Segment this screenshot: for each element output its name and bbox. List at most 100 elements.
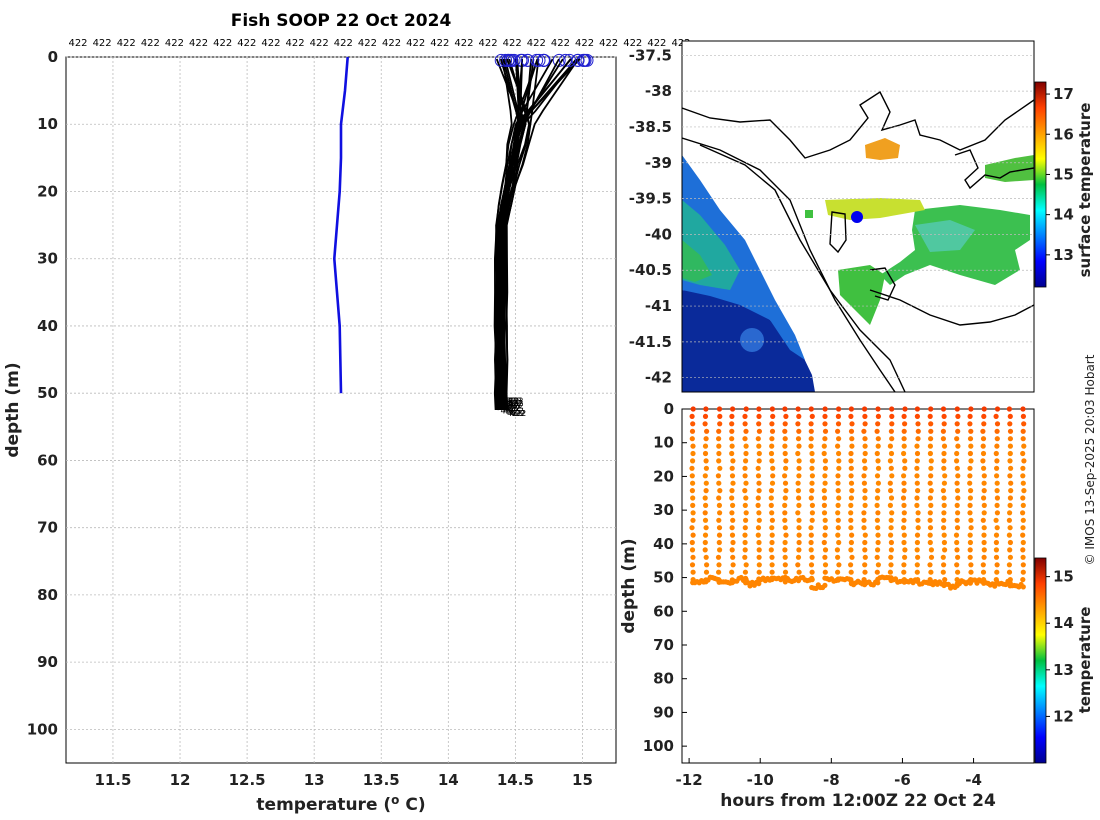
timeseries-point bbox=[1007, 539, 1014, 546]
timeseries-point bbox=[928, 406, 934, 412]
timeseries-point bbox=[1020, 547, 1026, 553]
timeseries-point bbox=[702, 539, 708, 546]
sst-colorbar-tick-label: 13 bbox=[1053, 246, 1074, 264]
timeseries-point bbox=[730, 502, 736, 508]
timeseries-panel: -12 -10 -8 -6 -4 0 10 20 30 40 50 60 70 80 90 100 hour… bbox=[619, 400, 1094, 811]
timeseries-point bbox=[901, 532, 907, 538]
timeseries-point bbox=[769, 525, 775, 531]
timeseries-point bbox=[955, 510, 961, 516]
timeseries-point bbox=[927, 577, 933, 583]
timeseries-point bbox=[1021, 488, 1027, 494]
timeseries-point bbox=[941, 480, 948, 486]
profile-line bbox=[505, 58, 540, 411]
timeseries-point bbox=[888, 488, 894, 494]
timeseries-point bbox=[809, 554, 815, 560]
profile-end-label: 422 bbox=[508, 406, 523, 415]
timeseries-point bbox=[954, 488, 961, 494]
profile-lines: 4224224224224224224224224224224224224224… bbox=[493, 53, 594, 418]
timeseries-point bbox=[954, 421, 960, 427]
timeseries-point bbox=[822, 547, 829, 553]
timeseries-point bbox=[900, 495, 907, 501]
timeseries-point bbox=[874, 428, 880, 434]
timeseries-point bbox=[901, 413, 907, 419]
timeseries-point bbox=[915, 436, 921, 442]
timeseries-point bbox=[980, 428, 986, 434]
timeseries-point bbox=[889, 473, 895, 479]
timeseries-point bbox=[927, 495, 934, 501]
timeseries-point bbox=[1020, 532, 1026, 538]
profile-end-label: 422 bbox=[505, 404, 520, 413]
temp-colorbar-tick-label: 15 bbox=[1053, 568, 1074, 586]
timeseries-point bbox=[927, 539, 933, 546]
timeseries-point bbox=[1020, 577, 1026, 583]
timeseries-point bbox=[994, 495, 1001, 501]
timeseries-point bbox=[875, 413, 882, 419]
profile-end-label: 422 bbox=[506, 399, 521, 408]
timeseries-point bbox=[729, 532, 736, 538]
timeseries-point bbox=[730, 554, 736, 560]
timeseries-point bbox=[994, 443, 1000, 449]
profile-surface-marker bbox=[563, 53, 577, 67]
timeseries-point bbox=[730, 539, 736, 546]
sst-colorbar-ticks: 13 14 15 16 17 bbox=[1046, 85, 1074, 264]
timeseries-point bbox=[769, 428, 776, 434]
timeseries-point bbox=[716, 495, 722, 501]
timeseries-point bbox=[941, 532, 947, 538]
timeseries-point bbox=[994, 421, 1001, 427]
timeseries-point bbox=[980, 562, 986, 568]
timeseries-point bbox=[782, 547, 788, 553]
profile-end-label: 422 bbox=[503, 401, 518, 410]
timeseries-point bbox=[783, 465, 789, 471]
timeseries-point bbox=[981, 532, 987, 538]
timeseries-point bbox=[967, 510, 973, 516]
timeseries-point bbox=[862, 421, 868, 427]
timeseries-point bbox=[716, 539, 722, 546]
profile-top-label: 422 bbox=[165, 38, 184, 49]
timeseries-point bbox=[954, 525, 961, 531]
timeseries-point bbox=[875, 580, 881, 586]
timeseries-point bbox=[914, 443, 920, 449]
timeseries-point bbox=[967, 436, 974, 442]
temp-colorbar-tick-label: 13 bbox=[1053, 661, 1074, 679]
timeseries-point bbox=[809, 488, 815, 494]
timeseries-point bbox=[848, 547, 854, 553]
timeseries-point bbox=[968, 406, 974, 412]
timeseries-point bbox=[875, 421, 881, 427]
timeseries-point bbox=[940, 428, 947, 434]
timeseries-point bbox=[782, 525, 788, 531]
timeseries-point bbox=[901, 443, 907, 449]
timeseries-point bbox=[940, 569, 946, 575]
timeseries-point bbox=[981, 525, 987, 531]
timeseries-point bbox=[689, 488, 696, 494]
timeseries-point bbox=[875, 436, 881, 442]
timeseries-point bbox=[756, 488, 762, 494]
timeseries-point bbox=[1020, 562, 1026, 568]
timeseries-point bbox=[968, 458, 974, 464]
timeseries-point bbox=[954, 577, 960, 583]
timeseries-point bbox=[769, 562, 775, 568]
timeseries-point bbox=[980, 450, 987, 457]
timeseries-point bbox=[927, 525, 934, 531]
timeseries-point bbox=[796, 532, 802, 538]
timeseries-point bbox=[730, 480, 736, 486]
timeseries-point bbox=[848, 569, 854, 575]
timeseries-point bbox=[915, 510, 921, 516]
profile-end-label: 422 bbox=[504, 401, 519, 410]
sst-colorbar-label: surface temperature bbox=[1076, 103, 1094, 278]
timeseries-point bbox=[755, 465, 761, 471]
timeseries-point bbox=[743, 428, 749, 434]
timeseries-point bbox=[729, 413, 735, 419]
sst-green-patch-ne bbox=[985, 155, 1034, 182]
timeseries-point bbox=[769, 510, 775, 516]
timeseries-point bbox=[756, 428, 763, 434]
timeseries-point bbox=[981, 465, 987, 471]
timeseries-point bbox=[795, 510, 801, 516]
timeseries-y-tick-label: 0 bbox=[664, 400, 674, 418]
timeseries-point bbox=[980, 517, 986, 523]
timeseries-point bbox=[1021, 421, 1027, 427]
timeseries-point bbox=[729, 428, 735, 434]
timeseries-point bbox=[756, 554, 762, 560]
timeseries-point bbox=[861, 480, 868, 486]
timeseries-point bbox=[1007, 577, 1013, 583]
timeseries-point bbox=[928, 547, 935, 553]
